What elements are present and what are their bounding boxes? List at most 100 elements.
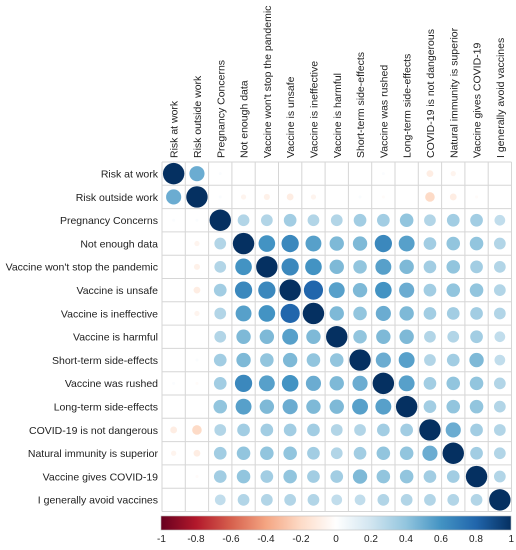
color-legend: -1 -0.8 -0.6 -0.4 -0.2 0 0.2 0.4 0.6 0.8 1 — [157, 515, 514, 545]
corr-circle-vaccine-won-t-stop-the-pandemic-x-risk-outside-work — [193, 263, 200, 270]
corr-circle-natural-immunity-is-superior-x-vaccine-is-ineffective — [307, 446, 320, 460]
corr-circle-pregnancy-concerns-x-vaccine-is-harmful — [330, 214, 343, 227]
corr-circle-not-enough-data-x-vaccine-is-ineffective — [305, 235, 322, 252]
corr-circle-pregnancy-concerns-x-natural-immunity-is-superior — [446, 213, 460, 227]
corr-circle-covid-19-is-not-dangerous-x-pregnancy-concerns — [214, 424, 227, 436]
row-label-vaccine-gives-covid-19: Vaccine gives COVID-19 — [43, 471, 159, 483]
corr-circle-short-term-side-effects-x-vaccine-won-t-stop-the-pandemic — [260, 353, 274, 367]
corr-circle-vaccine-won-t-stop-the-pandemic-x-short-term-side-effects — [353, 260, 367, 274]
corr-circle-pregnancy-concerns-x-not-enough-data — [237, 214, 250, 227]
legend-tick-label: -0.4 — [257, 534, 275, 545]
corr-circle-vaccine-was-rushed-x-covid-19-is-not-dangerous — [423, 377, 437, 390]
corr-circle-vaccine-gives-covid-19-x-vaccine-is-unsafe — [283, 469, 297, 484]
corr-circle-natural-immunity-is-superior-x-long-term-side-effects — [399, 446, 414, 461]
corr-circle-risk-at-work-x-risk-outside-work — [189, 166, 205, 182]
legend-tick-label: -0.8 — [187, 534, 205, 545]
corr-circle-vaccine-is-harmful-x-not-enough-data — [236, 329, 251, 344]
corr-circle-i-generally-avoid-vaccines-x-covid-19-is-not-dangerous — [424, 493, 436, 506]
corr-circle-vaccine-is-unsafe-x-natural-immunity-is-superior — [446, 283, 461, 297]
corr-circle-covid-19-is-not-dangerous-x-not-enough-data — [237, 423, 250, 437]
row-label-pregnancy-concerns: Pregnancy Concerns — [60, 215, 158, 227]
corr-circle-vaccine-is-unsafe-x-vaccine-is-harmful — [328, 282, 345, 299]
legend-tick-label: 0.2 — [364, 534, 378, 545]
corr-circle-pregnancy-concerns-x-covid-19-is-not-dangerous — [424, 214, 436, 227]
corr-circle-i-generally-avoid-vaccines-x-vaccine-is-unsafe — [284, 493, 297, 506]
corr-circle-short-term-side-effects-x-pregnancy-concerns — [213, 353, 227, 367]
corr-circle-natural-immunity-is-superior-x-risk-outside-work — [193, 449, 201, 457]
corr-circle-natural-immunity-is-superior-x-vaccine-was-rushed — [376, 446, 391, 461]
corr-circle-vaccine-was-rushed-x-natural-immunity-is-superior — [446, 376, 461, 391]
corr-circle-i-generally-avoid-vaccines-x-natural-immunity-is-superior — [447, 493, 460, 506]
corr-circle-pregnancy-concerns-x-vaccine-is-unsafe — [283, 213, 297, 227]
row-label-vaccine-is-unsafe: Vaccine is unsafe — [76, 285, 158, 297]
row-label-short-term-side-effects: Short-term side-effects — [52, 355, 158, 367]
row-label-i-generally-avoid-vaccines: I generally avoid vaccines — [38, 495, 158, 507]
corr-circle-not-enough-data-x-vaccine-was-rushed — [374, 234, 392, 253]
corr-circle-long-term-side-effects-x-vaccine-was-rushed — [375, 398, 392, 415]
corr-circle-short-term-side-effects-x-long-term-side-effects — [398, 352, 415, 368]
corr-circle-long-term-side-effects-x-vaccine-won-t-stop-the-pandemic — [259, 399, 275, 414]
row-label-long-term-side-effects: Long-term side-effects — [54, 401, 158, 413]
corr-circle-vaccine-is-ineffective-x-covid-19-is-not-dangerous — [423, 307, 437, 320]
corr-circle-vaccine-gives-covid-19-x-risk-outside-work — [195, 475, 199, 479]
corr-circle-vaccine-is-unsafe-x-short-term-side-effects — [352, 282, 368, 298]
corr-circle-vaccine-is-harmful-x-i-generally-avoid-vaccines — [494, 331, 506, 343]
corr-circle-vaccine-won-t-stop-the-pandemic-x-i-generally-avoid-vaccines — [493, 260, 506, 273]
legend-tick-label: 0.8 — [469, 534, 483, 545]
row-label-vaccine-is-harmful: Vaccine is harmful — [73, 332, 158, 344]
corr-circle-natural-immunity-is-superior-x-vaccine-is-harmful — [330, 447, 343, 460]
corr-circle-vaccine-gives-covid-19-x-vaccine-won-t-stop-the-pandemic — [260, 470, 274, 483]
corr-circle-vaccine-won-t-stop-the-pandemic-x-vaccine-gives-covid-19 — [470, 260, 483, 274]
corr-circle-vaccine-is-ineffective-x-risk-outside-work — [194, 310, 200, 317]
corr-circle-covid-19-is-not-dangerous-x-natural-immunity-is-superior — [445, 422, 461, 438]
corr-circle-vaccine-was-rushed-x-vaccine-won-t-stop-the-pandemic — [258, 375, 275, 392]
corr-circle-vaccine-is-harmful-x-vaccine-is-ineffective — [306, 329, 321, 344]
corr-circle-long-term-side-effects-x-vaccine-is-harmful — [329, 399, 344, 414]
corr-circle-long-term-side-effects-x-not-enough-data — [235, 398, 252, 415]
row-labels: Risk at work Risk outside work Pregnancy C… — [6, 168, 159, 506]
corr-circle-risk-outside-work-x-covid-19-is-not-dangerous — [425, 192, 435, 202]
corr-circle-natural-immunity-is-superior-x-covid-19-is-not-dangerous — [422, 445, 438, 461]
color-legend-ticks: -1 -0.8 -0.6 -0.4 -0.2 0 0.2 0.4 0.6 0.8 1 — [157, 534, 514, 545]
corr-circle-vaccine-won-t-stop-the-pandemic-x-covid-19-is-not-dangerous — [423, 260, 437, 274]
correlation-circles — [162, 162, 511, 511]
corr-circle-vaccine-is-harmful-x-vaccine-was-rushed — [376, 329, 391, 344]
corr-circle-vaccine-was-rushed-x-long-term-side-effects — [398, 375, 415, 392]
corr-circle-vaccine-was-rushed-x-vaccine-is-unsafe — [281, 375, 299, 392]
corr-circle-vaccine-won-t-stop-the-pandemic-x-vaccine-won-t-stop-the-pandemic — [256, 256, 278, 278]
corr-circle-long-term-side-effects-x-short-term-side-effects — [352, 398, 368, 415]
corr-circle-not-enough-data-x-pregnancy-concerns — [214, 237, 227, 250]
corr-circle-vaccine-was-rushed-x-short-term-side-effects — [352, 375, 368, 391]
corr-circle-covid-19-is-not-dangerous-x-long-term-side-effects — [400, 423, 413, 437]
corr-circle-covid-19-is-not-dangerous-x-risk-outside-work — [192, 425, 202, 435]
row-label-not-enough-data: Not enough data — [80, 238, 158, 250]
legend-tick-label: 0 — [333, 534, 339, 545]
column-label-vaccine-is-harmful: Vaccine is harmful — [332, 73, 344, 158]
corr-circle-not-enough-data-x-i-generally-avoid-vaccines — [493, 237, 506, 250]
row-label-vaccine-won-t-stop-the-pandemic: Vaccine won't stop the pandemic — [6, 262, 158, 274]
corr-circle-vaccine-gives-covid-19-x-natural-immunity-is-superior — [446, 470, 460, 483]
corr-circle-risk-at-work-x-natural-immunity-is-superior — [450, 171, 456, 177]
corr-circle-vaccine-is-harmful-x-vaccine-is-unsafe — [282, 328, 299, 345]
corr-circle-vaccine-was-rushed-x-i-generally-avoid-vaccines — [493, 377, 506, 390]
corr-circle-pregnancy-concerns-x-vaccine-won-t-stop-the-pandemic — [260, 214, 273, 227]
corr-circle-vaccine-is-unsafe-x-i-generally-avoid-vaccines — [493, 284, 506, 297]
corr-circle-covid-19-is-not-dangerous-x-short-term-side-effects — [354, 424, 366, 436]
corr-circle-i-generally-avoid-vaccines-x-i-generally-avoid-vaccines — [489, 489, 511, 511]
corr-circle-risk-outside-work-x-vaccine-is-ineffective — [310, 194, 317, 200]
column-label-short-term-side-effects: Short-term side-effects — [355, 52, 367, 158]
corr-circle-pregnancy-concerns-x-risk-at-work — [172, 218, 176, 222]
corr-circle-not-enough-data-x-vaccine-is-unsafe — [281, 234, 299, 253]
corr-circle-vaccine-is-harmful-x-vaccine-gives-covid-19 — [470, 330, 483, 344]
corr-circle-vaccine-was-rushed-x-not-enough-data — [234, 374, 253, 392]
column-label-long-term-side-effects: Long-term side-effects — [402, 54, 414, 158]
corr-circle-vaccine-is-ineffective-x-vaccine-won-t-stop-the-pandemic — [258, 305, 276, 322]
legend-tick-label: 0.6 — [434, 534, 448, 545]
corr-circle-vaccine-was-rushed-x-pregnancy-concerns — [213, 377, 227, 390]
corr-circle-vaccine-is-ineffective-x-vaccine-was-rushed — [375, 305, 391, 322]
corr-circle-vaccine-won-t-stop-the-pandemic-x-vaccine-is-ineffective — [305, 258, 322, 276]
corr-circle-vaccine-gives-covid-19-x-short-term-side-effects — [352, 469, 368, 484]
corr-circle-short-term-side-effects-x-vaccine-is-harmful — [329, 353, 344, 367]
column-label-i-generally-avoid-vaccines: I generally avoid vaccines — [495, 38, 507, 158]
corr-circle-covid-19-is-not-dangerous-x-vaccine-is-ineffective — [307, 423, 320, 437]
